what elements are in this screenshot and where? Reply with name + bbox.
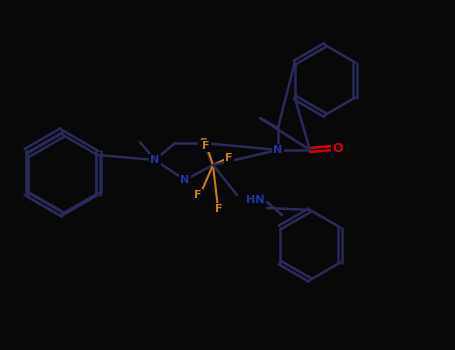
Text: O: O	[333, 141, 344, 154]
Text: F: F	[225, 153, 233, 163]
Text: S: S	[199, 138, 207, 148]
Text: N: N	[273, 145, 283, 155]
Text: F: F	[194, 190, 202, 200]
Text: N: N	[180, 175, 190, 185]
Text: F: F	[215, 204, 223, 214]
Text: HN: HN	[246, 195, 264, 205]
Text: F: F	[202, 141, 210, 151]
Text: N: N	[150, 155, 160, 165]
